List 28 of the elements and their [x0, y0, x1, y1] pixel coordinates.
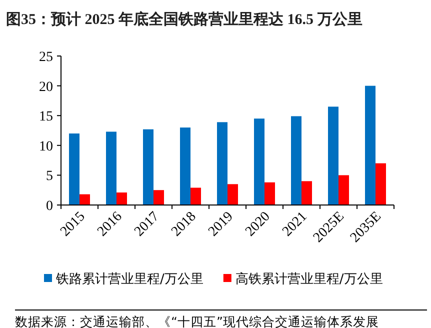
- bar: [106, 132, 116, 205]
- bar: [376, 163, 386, 205]
- y-tick-label: 15: [39, 110, 53, 125]
- y-tick-label: 0: [46, 199, 53, 214]
- bar: [302, 181, 312, 205]
- bar: [180, 128, 190, 205]
- bar: [217, 122, 228, 205]
- bar: [254, 118, 264, 205]
- bar: [291, 116, 302, 205]
- chart-title: 图35：预计 2025 年底全国铁路营业里程达 16.5 万公里: [6, 10, 362, 28]
- legend-label: 高铁累计营业里程/万公里: [235, 271, 383, 287]
- y-tick-label: 5: [46, 169, 53, 184]
- y-tick-label: 20: [39, 80, 53, 95]
- y-tick-label: 25: [39, 50, 53, 65]
- bar: [154, 190, 164, 205]
- bar: [69, 133, 80, 205]
- bar: [338, 175, 349, 205]
- bar: [80, 194, 90, 205]
- legend-label: 铁路累计营业里程/万公里: [55, 272, 204, 287]
- bar: [116, 192, 127, 205]
- bar: [143, 129, 154, 205]
- bar: [365, 86, 376, 205]
- bar: [228, 184, 238, 205]
- source-note: 数据来源：交通运输部、《“十四五”现代综合交通运输体系发展: [15, 314, 379, 328]
- bar: [190, 188, 201, 205]
- bar: [264, 182, 275, 205]
- bar: [328, 106, 338, 205]
- y-tick-label: 10: [39, 139, 53, 154]
